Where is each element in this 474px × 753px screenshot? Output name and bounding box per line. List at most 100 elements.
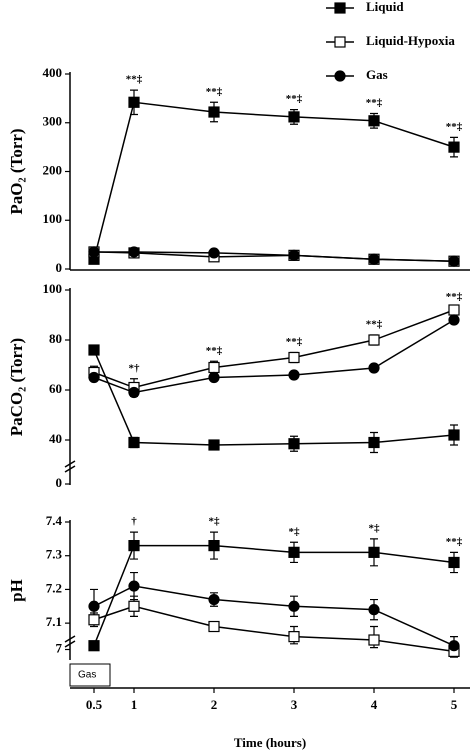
series-line [93,544,455,646]
marker [128,436,140,449]
legend-marker [334,70,346,82]
marker [448,556,460,569]
marker [288,546,300,558]
marker [288,351,300,364]
annotation: *† [129,362,141,374]
marker [128,386,140,399]
marker [368,634,380,646]
marker [288,369,300,381]
x-tick-label: 3 [291,697,298,712]
marker [368,436,380,449]
annotation: **‡ [446,536,463,548]
marker [88,640,100,652]
annotation: **‡ [206,345,223,357]
annotation: *‡ [289,526,301,538]
marker [88,614,100,626]
annotation: † [131,516,137,528]
y-tick-label: 100 [43,211,63,226]
x-tick-label: 0.5 [86,697,103,712]
marker [448,314,460,326]
legend-marker [334,2,346,14]
annotation: **‡ [366,319,383,331]
annotation: **‡ [446,121,463,133]
y-tick-label: 7.4 [46,513,63,528]
marker [368,362,380,374]
marker [208,371,220,384]
y-tick-label: 7 [56,640,63,655]
marker [208,539,220,552]
marker [208,361,220,374]
marker [448,429,460,441]
marker [368,604,380,616]
y-axis-label: PaCO₂ (Torr) [7,338,26,436]
note: Gas [78,670,96,681]
marker [88,246,100,258]
y-tick-label: 7.1 [46,614,62,629]
y-tick-label: 60 [49,381,62,396]
marker [128,539,140,552]
series-line [93,349,455,446]
series-line [93,319,455,394]
marker [88,344,100,356]
marker [368,334,380,346]
y-tick-label: 300 [43,114,63,129]
y-tick-label: 100 [43,281,63,296]
marker [208,439,220,451]
marker [88,371,100,384]
y-tick-label: 0 [56,260,63,275]
series-line [94,251,455,262]
marker [208,620,220,633]
series-line [93,101,455,260]
annotation: **‡ [286,336,303,348]
x-tick-label: 5 [451,697,458,712]
note-box [69,663,111,687]
legend-label: Liquid [366,0,404,14]
y-tick-label: 200 [43,162,63,177]
annotation: **‡ [366,97,383,109]
series-line [93,309,455,389]
marker [448,304,460,316]
marker [208,247,220,259]
marker [288,600,300,612]
marker [288,111,300,123]
annotation: *‡ [369,522,381,534]
y-tick-label: 7.2 [46,580,62,595]
marker [448,141,460,153]
marker [368,546,380,558]
annotation: *‡ [209,516,221,528]
y-axis-label: pH [7,579,26,602]
annotation: **‡ [446,291,463,303]
x-tick-label: 4 [371,697,378,712]
legend-label: Gas [366,67,388,82]
y-tick-label: 7.3 [46,547,63,562]
series-line [93,605,455,653]
marker [288,438,300,450]
y-tick-label: 80 [49,331,62,346]
y-tick-label: 400 [43,65,63,80]
marker [368,253,380,265]
annotation: **‡ [206,86,223,98]
x-tick-label: 2 [211,697,218,712]
marker [208,106,220,118]
x-tick-label: 1 [131,697,138,712]
marker [288,249,300,261]
y-tick-label: 40 [49,431,62,446]
legend-marker [334,36,346,48]
annotation: **‡ [286,93,303,105]
y-axis-label: PaO₂ (Torr) [7,128,26,214]
marker [128,580,140,592]
marker [448,640,460,652]
marker [448,255,460,267]
y-tick-label: 0 [56,475,63,490]
marker [368,115,380,127]
x-axis-label: Time (hours) [234,735,306,750]
marker [208,593,220,606]
marker [128,246,140,258]
legend-label: Liquid-Hypoxia [366,33,455,48]
annotation: **‡ [126,74,143,86]
marker [128,600,140,612]
marker [88,600,100,612]
marker [288,631,300,643]
marker [128,96,140,108]
